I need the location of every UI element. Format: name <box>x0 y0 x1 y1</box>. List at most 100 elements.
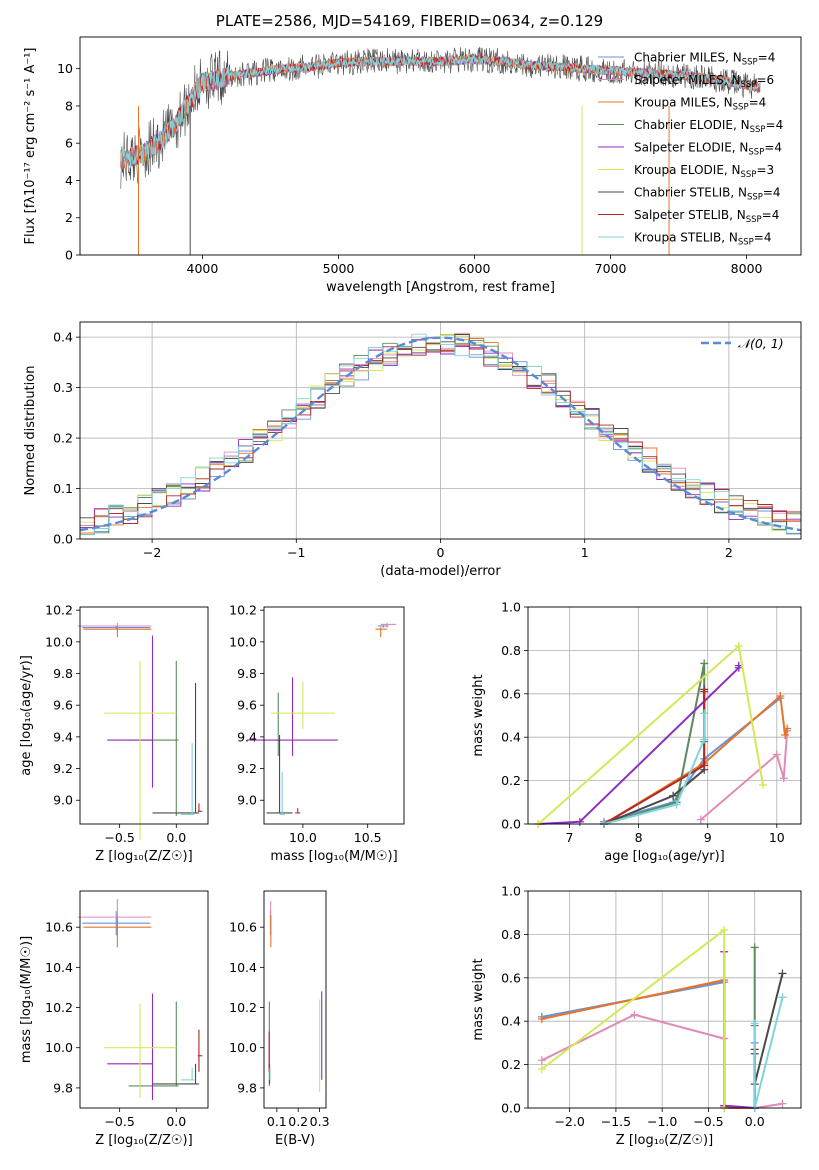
mass-weight-marker <box>672 800 681 809</box>
mass-weight-line <box>723 951 755 1109</box>
y-tick-label: 4 <box>65 173 73 188</box>
x-axis-label: Z [log₁₀(Z/Z☉)] <box>95 849 192 864</box>
y-tick-label: 10.0 <box>45 634 73 649</box>
y-tick-label: 10.6 <box>229 920 257 935</box>
legend-label: Chabrier ELODIE, NSSP=4 <box>634 118 783 135</box>
figure-title: PLATE=2586, MJD=54169, FIBERID=0634, z=0… <box>215 12 604 30</box>
axes-frame <box>527 606 802 825</box>
legend-sub: SSP <box>747 193 763 203</box>
legend-label: 𝒩(0, 1) <box>738 336 784 351</box>
y-tick-label: 0.2 <box>53 431 73 446</box>
x-axis-label: Z [log₁₀(Z/Z☉)] <box>95 1133 192 1148</box>
y-tick-label: 9.8 <box>237 666 257 681</box>
x-tick-label: 10.0 <box>289 830 317 845</box>
x-axis-label: mass [log₁₀(M/M☉)] <box>270 849 397 864</box>
histogram-step <box>80 343 801 536</box>
mass-weight-marker <box>734 642 743 651</box>
y-tick-label: 0.8 <box>501 643 521 658</box>
y-tick-label: 0.4 <box>501 730 521 745</box>
mass-weight-marker <box>575 817 584 826</box>
x-tick-label: 0.0 <box>166 830 186 845</box>
y-tick-label: 10.0 <box>45 1040 73 1055</box>
x-tick-label: −0.5 <box>104 830 134 845</box>
x-tick-label: 1 <box>581 545 589 560</box>
mass-weight-marker <box>778 993 787 1002</box>
x-tick-label: −0.5 <box>693 1114 723 1129</box>
y-tick-label: 9.4 <box>53 729 73 744</box>
x-tick-label: 6000 <box>459 261 491 276</box>
legend-n: =3 <box>756 163 774 177</box>
y-tick-label: 10.4 <box>45 960 73 975</box>
mass_vs_Z-panel: −0.5 0.0 9.8 10.0 10.2 10.4 10.6 Z [log₁₀(Z/Z☉)… <box>19 890 209 1148</box>
legend-n: =6 <box>756 73 774 87</box>
x-tick-label: 8000 <box>731 261 763 276</box>
y-axis-label: mass weight <box>471 674 486 756</box>
x-tick-label: −1 <box>287 545 305 560</box>
mass-weight-line <box>603 689 706 825</box>
legend-n: =4 <box>758 51 776 65</box>
mass-weight-line <box>603 713 706 825</box>
legend-label: Chabrier STELIB, NSSP=4 <box>634 186 781 203</box>
mass-weight-marker <box>537 1015 546 1024</box>
legend-sub: SSP <box>746 215 762 225</box>
legend-label: Chabrier MILES, NSSP=4 <box>634 51 775 68</box>
y-tick-label: 8 <box>65 98 73 113</box>
mass-weight-marker <box>669 791 678 800</box>
normal-curve <box>79 336 802 532</box>
axes-frame <box>263 890 327 1109</box>
mass-weight-marker <box>700 687 709 696</box>
axes-frame <box>79 36 802 256</box>
x-axis-label: Z [log₁₀(Z/Z☉)] <box>616 1133 713 1148</box>
x-tick-label: −1.0 <box>647 1114 677 1129</box>
mass-weight-marker <box>537 1064 546 1073</box>
y-tick-label: 10.2 <box>229 1000 257 1015</box>
age_vs_mass-panel: 10.0 10.5 9.0 9.2 9.4 9.6 9.8 10.0 10.2 mass [log… <box>229 603 405 864</box>
mass-weight-marker <box>700 709 709 718</box>
x-tick-label: 4000 <box>187 261 219 276</box>
y-tick-label: 9.2 <box>53 761 73 776</box>
mass-weight-marker <box>700 761 709 770</box>
y-tick-label: 10.2 <box>229 603 257 618</box>
mass-weight-marker <box>630 1010 639 1019</box>
mass-weight-line <box>603 697 781 823</box>
y-tick-label: 10.2 <box>45 603 73 618</box>
y-tick-label: 0.3 <box>53 380 73 395</box>
y-tick-label: 0.0 <box>53 532 73 547</box>
mass-weight-marker <box>772 750 781 759</box>
y-axis-label: mass [log₁₀(M/M☉)] <box>19 936 34 1063</box>
mass-weight-marker <box>720 926 729 935</box>
x-tick-label: −0.5 <box>104 1114 134 1129</box>
y-axis-label: age [log₁₀(age/yr)] <box>19 655 34 776</box>
y-tick-label: 9.6 <box>53 698 73 713</box>
legend-label: Kroupa STELIB, NSSP=4 <box>634 231 772 248</box>
mass-weight-marker <box>779 774 788 783</box>
x-tick-label: −2 <box>143 545 161 560</box>
x-tick-label: 0.0 <box>745 1114 765 1129</box>
mass-weight-marker <box>750 1019 759 1028</box>
spectrum-line <box>120 55 761 170</box>
x-tick-label: 0.1 <box>267 1114 287 1129</box>
y-tick-label: 1.0 <box>501 600 521 615</box>
y-tick-label: 10.2 <box>45 1000 73 1015</box>
legend-sub: SSP <box>733 103 749 113</box>
mass-weight-marker <box>776 691 785 700</box>
mass-weight-marker <box>750 943 759 952</box>
mass-weight-marker <box>781 731 790 740</box>
legend-label: Kroupa ELODIE, NSSP=3 <box>634 163 774 180</box>
y-tick-label: 0.1 <box>53 481 73 496</box>
y-tick-label: 0.4 <box>501 1014 521 1029</box>
y-tick-label: 0.6 <box>501 686 521 701</box>
x-tick-label: 5000 <box>323 261 355 276</box>
y-tick-label: 2 <box>65 210 73 225</box>
y-tick-label: 9.0 <box>53 793 73 808</box>
spectrum-panel: 4000 5000 6000 7000 8000 0 2 4 6 8 10 wavelength [A… <box>23 36 802 295</box>
mass-weight-marker <box>783 724 792 733</box>
legend-label: Salpeter MILES, NSSP=6 <box>634 73 774 90</box>
y-axis-label: Flux [fλ10⁻¹⁷ erg cm⁻² s⁻¹ A⁻¹] <box>23 48 38 245</box>
y-tick-label: 0.0 <box>501 1101 521 1116</box>
axes-frame <box>79 606 209 825</box>
legend-n: =4 <box>754 231 772 245</box>
y-tick-label: 0.0 <box>501 817 521 832</box>
y-tick-label: 10.0 <box>229 634 257 649</box>
mass-weight-line <box>603 662 706 825</box>
